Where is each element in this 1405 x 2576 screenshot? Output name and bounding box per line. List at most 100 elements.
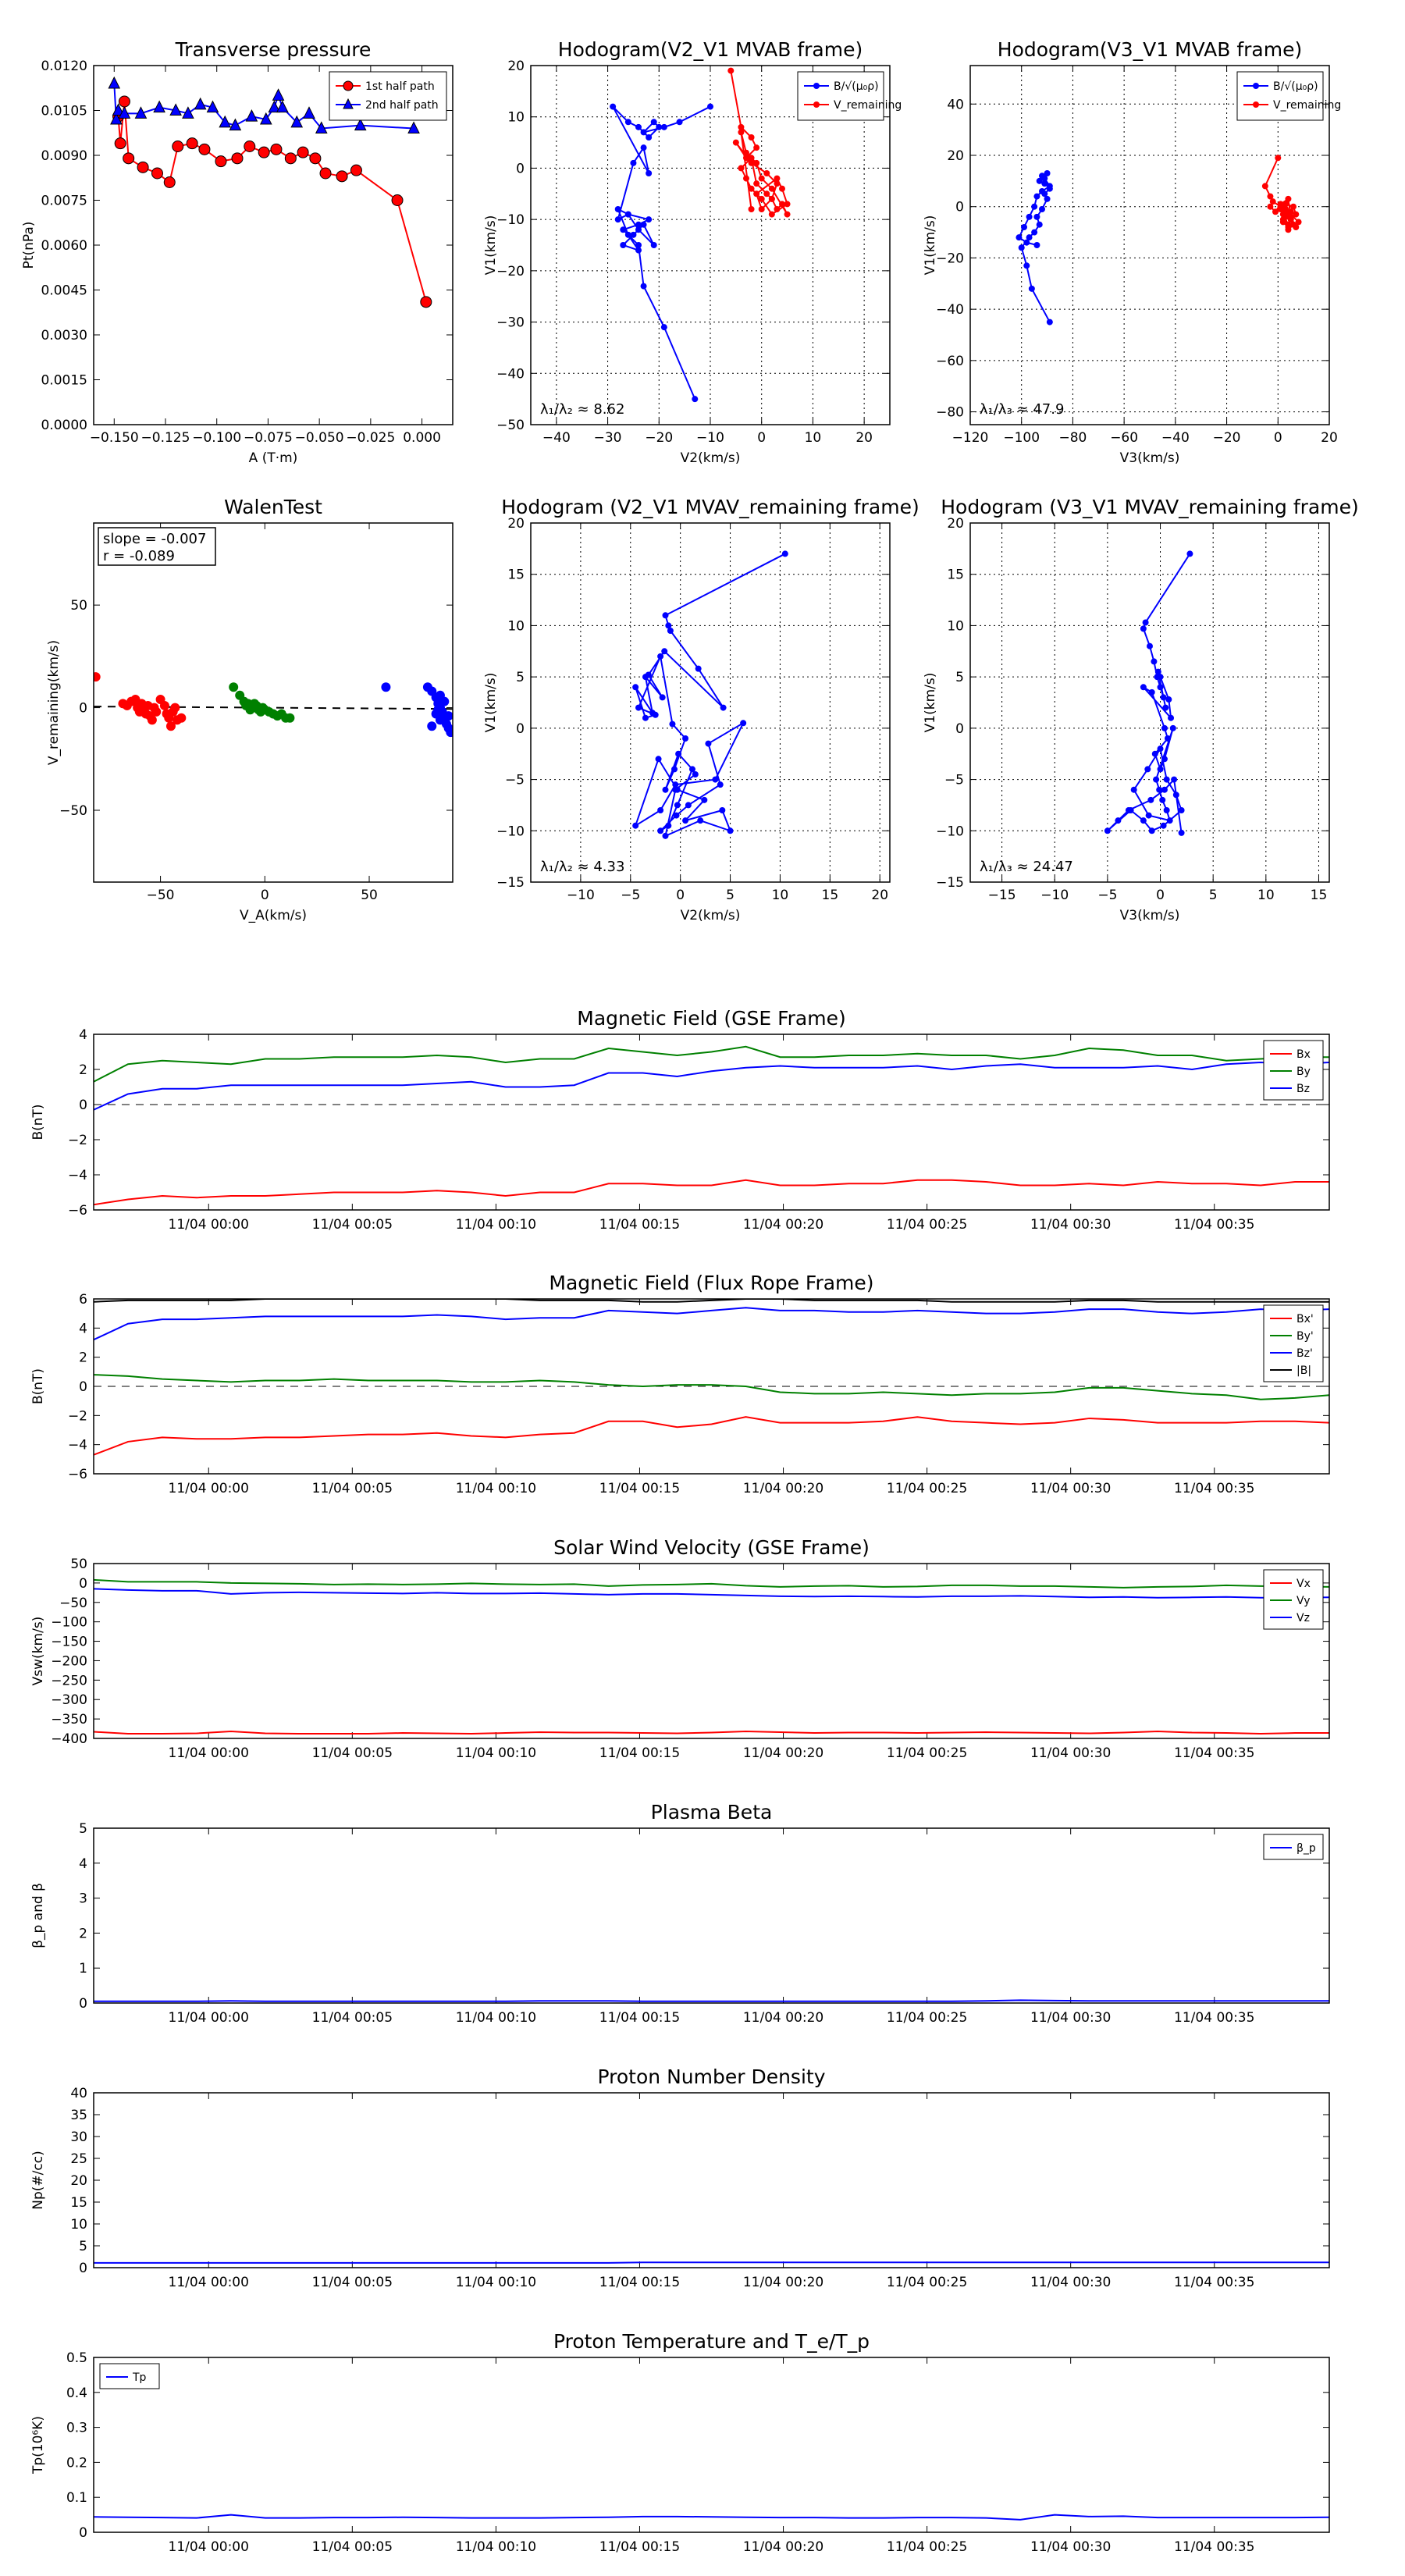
data-point bbox=[206, 100, 219, 113]
data-point bbox=[732, 139, 739, 146]
data-point bbox=[176, 713, 187, 723]
x-tick-label: 11/04 00:25 bbox=[887, 1217, 967, 1233]
y-tick-label: 30 bbox=[70, 2129, 87, 2145]
data-point bbox=[1151, 658, 1158, 665]
y-tick-label: −10 bbox=[936, 824, 964, 839]
y-tick-label: 0 bbox=[516, 161, 525, 176]
data-point bbox=[1161, 756, 1168, 763]
x-tick-label: −0.100 bbox=[192, 430, 241, 446]
data-point bbox=[245, 109, 258, 122]
x-tick-label: 11/04 00:00 bbox=[169, 2010, 249, 2026]
data-point bbox=[315, 121, 328, 133]
data-point bbox=[1148, 688, 1155, 696]
y-tick-label: −6 bbox=[68, 1203, 87, 1219]
y-tick-label: 0 bbox=[79, 701, 87, 717]
data-point bbox=[1160, 822, 1167, 829]
chart-title: WalenTest bbox=[224, 496, 322, 518]
y-axis-label: V1(km/s) bbox=[923, 673, 938, 733]
x-tick-label: 11/04 00:15 bbox=[599, 2275, 680, 2290]
x-tick-label: 11/04 00:15 bbox=[599, 1745, 680, 1761]
data-point bbox=[1157, 684, 1164, 691]
x-tick-label: −0.050 bbox=[295, 430, 344, 446]
data-point bbox=[147, 715, 157, 725]
plot-frame bbox=[969, 522, 1330, 883]
data-point bbox=[270, 143, 283, 155]
y-tick-label: −20 bbox=[936, 251, 964, 266]
plot-area bbox=[94, 2261, 1329, 2264]
data-point bbox=[1147, 796, 1154, 803]
legend-box bbox=[1263, 1834, 1324, 1860]
data-point bbox=[675, 750, 682, 757]
series-line bbox=[94, 1179, 1329, 1206]
data-point bbox=[1142, 619, 1149, 626]
data-point bbox=[1178, 807, 1185, 813]
y-tick-label: 5 bbox=[516, 670, 525, 685]
data-point bbox=[443, 711, 453, 721]
y-tick-label: 0.4 bbox=[66, 2386, 87, 2401]
y-tick-label: 0.2 bbox=[66, 2455, 87, 2471]
data-point bbox=[1041, 175, 1048, 182]
data-point bbox=[1272, 208, 1279, 215]
legend-label: B/√(μ₀ρ) bbox=[834, 80, 879, 93]
x-tick-label: 11/04 00:00 bbox=[169, 1481, 249, 1496]
legend-label: Vz bbox=[1297, 1612, 1310, 1624]
data-point bbox=[244, 141, 256, 152]
data-point bbox=[717, 781, 724, 788]
x-axis-label: V2(km/s) bbox=[681, 450, 741, 466]
x-tick-label: 11/04 00:10 bbox=[456, 1217, 536, 1233]
x-tick-label: 11/04 00:20 bbox=[743, 2010, 823, 2026]
chart-tp: Transverse pressure−0.150 −0.125 −0.100 −0.… bbox=[21, 38, 454, 466]
y-tick-label: 20 bbox=[507, 59, 525, 74]
data-point bbox=[768, 185, 775, 192]
data-point bbox=[1044, 195, 1051, 202]
data-point bbox=[1287, 208, 1294, 215]
data-point bbox=[660, 324, 667, 331]
data-point bbox=[172, 141, 184, 152]
x-tick-label: 11/04 00:05 bbox=[312, 2539, 393, 2555]
x-tick-label: 11/04 00:15 bbox=[599, 2539, 680, 2555]
y-tick-label: −10 bbox=[496, 824, 525, 839]
legend-box bbox=[1236, 71, 1324, 121]
y-tick-label: 2 bbox=[79, 1926, 87, 1941]
data-point bbox=[446, 728, 453, 738]
data-point bbox=[660, 123, 667, 130]
data-point bbox=[151, 167, 163, 180]
eigenvalue-ratio-label: λ₁/λ₂ ≈ 8.62 bbox=[540, 401, 624, 418]
x-tick-label: 11/04 00:30 bbox=[1030, 1481, 1111, 1496]
data-point bbox=[652, 711, 659, 718]
legend-marker bbox=[343, 80, 354, 91]
legend-label: Vy bbox=[1297, 1595, 1311, 1607]
y-axis-label: V1(km/s) bbox=[483, 673, 499, 733]
data-point bbox=[672, 786, 679, 793]
series-line bbox=[1107, 553, 1191, 834]
data-point bbox=[1044, 170, 1051, 176]
data-point bbox=[1161, 724, 1168, 731]
data-point bbox=[118, 95, 130, 108]
x-tick-label: 11/04 00:30 bbox=[1030, 1745, 1111, 1761]
data-point bbox=[1163, 776, 1170, 783]
y-axis-label: B(nT) bbox=[30, 1368, 46, 1404]
y-tick-label: 0.0060 bbox=[41, 238, 87, 254]
x-tick-label: 11/04 00:30 bbox=[1030, 1217, 1111, 1233]
data-point bbox=[1046, 318, 1053, 326]
legend-label: Bz bbox=[1297, 1083, 1310, 1095]
data-point bbox=[1282, 201, 1289, 208]
data-point bbox=[758, 175, 765, 182]
x-tick-label: −5 bbox=[621, 888, 640, 903]
data-point bbox=[229, 682, 239, 692]
data-point bbox=[1033, 213, 1040, 220]
plot-frame bbox=[530, 65, 891, 425]
series-line bbox=[94, 2261, 1329, 2264]
x-tick-label: 11/04 00:35 bbox=[1174, 1481, 1254, 1496]
chart-mffr: Magnetic Field (Flux Rope Frame) 11/04 00… bbox=[30, 1272, 1330, 1496]
y-tick-label: −15 bbox=[496, 875, 525, 891]
data-point bbox=[697, 817, 704, 824]
plot-area bbox=[632, 550, 788, 839]
x-tick-label: 11/04 00:30 bbox=[1030, 2010, 1111, 2026]
data-point bbox=[1275, 155, 1282, 162]
chart-h4: Hodogram (V3_V1 MVAV_remaining frame) −15… bbox=[923, 496, 1359, 923]
data-point bbox=[1154, 668, 1161, 675]
data-point bbox=[701, 796, 708, 803]
plot-area bbox=[94, 1299, 1329, 1456]
x-tick-label: −30 bbox=[594, 430, 622, 446]
